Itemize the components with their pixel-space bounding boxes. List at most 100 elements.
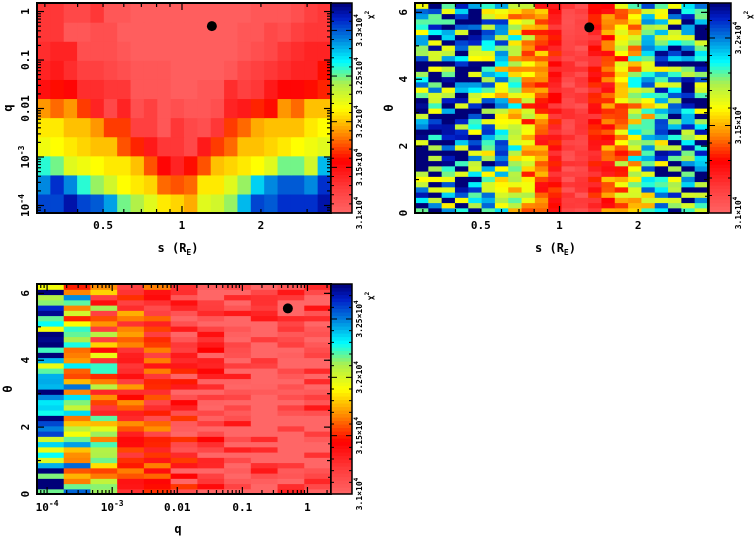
- heatmap-cell: [197, 60, 212, 80]
- heatmap-cell: [90, 315, 118, 322]
- heatmap-cell: [534, 97, 549, 104]
- heatmap-cell: [614, 192, 629, 198]
- heatmap-cell: [681, 155, 696, 162]
- heatmap-cell: [668, 160, 682, 167]
- heatmap-cell: [574, 207, 589, 214]
- x-tick-label: 2: [258, 219, 265, 232]
- heatmap-cell: [415, 129, 429, 135]
- heatmap-cell: [468, 181, 483, 188]
- heatmap-cell: [588, 123, 603, 130]
- heatmap-cell: [668, 87, 682, 93]
- heatmap-cell: [681, 92, 696, 99]
- colorbar-swatch: [709, 150, 731, 155]
- heatmap-cell: [441, 87, 456, 93]
- heatmap-cell: [90, 299, 118, 306]
- heatmap-cell: [197, 446, 225, 453]
- colorbar-swatch: [709, 174, 731, 179]
- heatmap-cell: [157, 3, 172, 23]
- heatmap-cell: [37, 436, 65, 443]
- colorbar-swatch: [709, 157, 731, 162]
- heatmap-cell: [654, 123, 669, 130]
- heatmap-cell: [117, 310, 145, 317]
- heatmap-cell: [534, 139, 549, 146]
- heatmap-cell: [574, 123, 589, 130]
- heatmap-cell: [668, 129, 682, 135]
- heatmap-cell: [304, 331, 332, 338]
- heatmap-cell: [37, 483, 65, 490]
- heatmap-cell: [588, 102, 603, 109]
- heatmap-cell: [641, 29, 656, 36]
- heatmap-cell: [250, 315, 279, 322]
- heatmap-cell: [415, 92, 429, 99]
- heatmap-cell: [668, 202, 682, 209]
- colorbar-swatch: [331, 284, 352, 289]
- heatmap-cell: [290, 60, 305, 80]
- colorbar-title: χ2: [743, 10, 754, 19]
- heatmap-cell: [588, 134, 603, 141]
- heatmap-cell: [37, 193, 51, 214]
- heatmap-cell: [654, 165, 669, 172]
- heatmap-cell: [681, 8, 696, 15]
- heatmap-cell: [534, 39, 549, 46]
- heatmap-cell: [574, 171, 589, 177]
- heatmap-cell: [117, 436, 145, 443]
- heatmap-cell: [304, 404, 332, 411]
- colorbar-swatch: [331, 76, 352, 81]
- heatmap-cell: [561, 134, 576, 141]
- heatmap-cell: [654, 192, 669, 198]
- heatmap-cell: [415, 3, 429, 9]
- heatmap-cell: [654, 8, 669, 15]
- heatmap-cell: [143, 60, 158, 80]
- heatmap-cell: [494, 55, 509, 62]
- heatmap-cell: [37, 383, 65, 390]
- heatmap-cell: [304, 22, 319, 42]
- heatmap-cell: [574, 76, 589, 83]
- colorbar-swatch: [709, 101, 731, 106]
- heatmap-cell: [628, 176, 643, 183]
- heatmap-cell: [654, 45, 669, 51]
- heatmap-cell: [250, 483, 279, 490]
- heatmap-cell: [277, 362, 305, 369]
- heatmap-cell: [614, 18, 629, 25]
- heatmap-cell: [90, 473, 118, 479]
- heatmap-cell: [428, 160, 443, 167]
- heatmap-cell: [561, 24, 576, 30]
- heatmap-cell: [103, 79, 118, 100]
- heatmap-cell: [224, 331, 252, 338]
- heatmap-cell: [654, 66, 669, 72]
- heatmap-cell: [628, 45, 643, 51]
- heatmap-cell: [561, 8, 576, 15]
- heatmap-cell: [77, 174, 92, 195]
- heatmap-cell: [548, 76, 563, 83]
- heatmap-cell: [224, 315, 252, 322]
- heatmap-cell: [250, 368, 279, 374]
- heatmap-cell: [641, 102, 656, 109]
- heatmap-cell: [197, 193, 212, 214]
- heatmap-cell: [77, 60, 92, 80]
- heatmap-cell: [277, 431, 305, 437]
- heatmap-cell: [668, 71, 682, 78]
- heatmap-cell: [90, 462, 118, 469]
- heatmap-cell: [37, 357, 65, 364]
- heatmap-cell: [143, 331, 172, 338]
- colorbar-swatch: [709, 41, 731, 46]
- heatmap-cell: [468, 29, 483, 36]
- heatmap-cell: [157, 174, 172, 195]
- heatmap-cell: [481, 150, 496, 156]
- heatmap-cell: [468, 165, 483, 172]
- heatmap-cell: [170, 336, 198, 343]
- heatmap-cell: [534, 3, 549, 9]
- colorbar-swatch: [709, 17, 731, 22]
- heatmap-cell: [63, 415, 92, 422]
- heatmap-cell: [508, 97, 523, 104]
- heatmap-cell: [574, 134, 589, 141]
- heatmap-cell: [521, 207, 536, 214]
- heatmap-cell: [224, 389, 252, 395]
- heatmap-cell: [117, 457, 145, 464]
- heatmap-cell: [548, 202, 563, 209]
- best-fit-marker: [206, 21, 217, 32]
- heatmap-cell: [494, 197, 509, 204]
- heatmap-cell: [103, 3, 118, 23]
- heatmap-cell: [304, 425, 332, 432]
- heatmap-cell: [415, 139, 429, 146]
